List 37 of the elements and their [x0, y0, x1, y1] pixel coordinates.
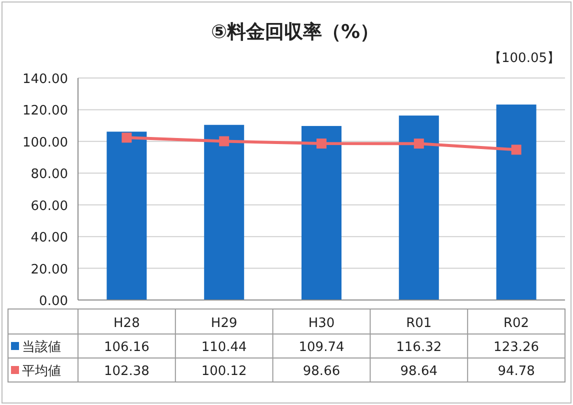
x-tick-label: H28 [114, 316, 140, 331]
data-label: 94.78 [498, 364, 535, 379]
bar [398, 116, 439, 300]
y-tick-label: 60.00 [30, 198, 68, 214]
point [414, 138, 424, 149]
data-label: 98.64 [400, 364, 438, 379]
point [511, 144, 522, 155]
y-tick-label: 100.00 [22, 135, 68, 150]
data-label: 106.16 [104, 340, 150, 355]
x-tick-label: R02 [504, 316, 530, 331]
y-tick-label: 140.00 [22, 72, 68, 87]
data-label: 123.26 [494, 340, 540, 355]
bar [302, 126, 342, 300]
point [316, 138, 326, 149]
y-tick-label: 120.00 [22, 104, 68, 119]
chart-title: ⑤料金回収率（%） [210, 21, 380, 43]
point [219, 136, 230, 146]
text: 【100.05】 [488, 51, 560, 66]
data-label: 116.32 [396, 340, 442, 355]
x-tick-label: R01 [406, 316, 432, 331]
bar [106, 132, 147, 300]
legend-label: 当該値 [22, 339, 61, 355]
point [122, 132, 132, 143]
data-label: 109.74 [298, 340, 344, 355]
data-label: 100.12 [201, 364, 247, 379]
legend-label: 平均値 [22, 364, 61, 379]
bar [496, 104, 536, 300]
data-label: 110.44 [201, 340, 247, 355]
data-label: 98.66 [302, 364, 340, 379]
y-tick-label: 20.00 [30, 262, 68, 278]
bar [204, 124, 244, 300]
y-tick-label: 0.00 [39, 294, 68, 309]
x-tick-label: H30 [308, 316, 335, 331]
y-tick-label: 80.00 [30, 167, 68, 182]
data-label: 102.38 [104, 364, 150, 379]
y-tick-label: 40.00 [30, 230, 68, 246]
x-tick-label: H29 [210, 316, 238, 331]
